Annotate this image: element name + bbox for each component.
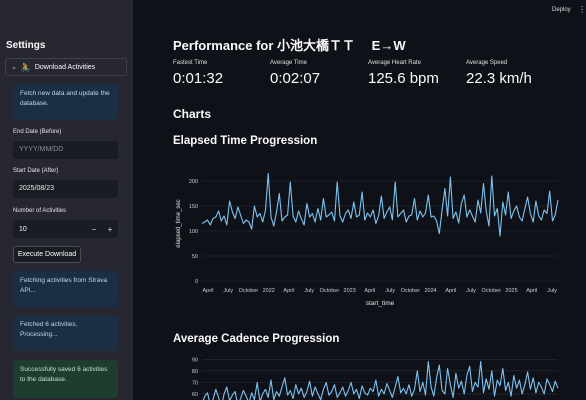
metric-value-heart-rate: 125.6 bpm [368,70,439,87]
x-tick-label: October [239,288,259,294]
metric-value-average-time: 0:02:07 [270,70,321,87]
y-tick-label: 60 [192,392,198,398]
x-tick-label: July [466,288,476,294]
info-fetch-new: Fetch new data and update the database. [13,84,118,120]
y-tick-label: 0 [195,279,198,285]
metric-label-speed: Average Speed [466,60,508,66]
x-tick-label: July [223,288,233,294]
x-tick-label: April [445,288,456,294]
metric-value-fastest: 0:01:32 [173,70,224,87]
cadence-chart[interactable]: 5060708090 [166,350,566,400]
chart1-title: Elapsed Time Progression [173,135,318,147]
charts-heading: Charts [173,107,212,121]
decrement-button[interactable]: − [91,224,97,234]
x-tick-label: 2025 [505,288,517,294]
x-tick-label: October [401,288,421,294]
y-tick-label: 90 [192,357,198,363]
x-tick-label: October [320,288,340,294]
x-tick-label: April [202,288,213,294]
y-tick-label: 50 [192,254,198,260]
start-date-label: Start Date (After) [13,168,59,174]
end-date-label: End Date (Before) [13,129,62,135]
x-tick-label: October [482,288,502,294]
num-activities-value[interactable]: 10 [19,225,27,233]
x-axis-label: start_time [366,300,395,307]
deploy-button[interactable]: Deploy [552,7,571,13]
metric-label-heart-rate: Average Heart Rate [368,60,421,66]
x-tick-label: 2024 [424,288,436,294]
y-tick-label: 100 [189,229,198,235]
metric-value-speed: 22.3 km/h [466,70,532,87]
status-saved: Successfully saved 6 activities to the d… [13,360,118,398]
status-fetching: Fetching activities from Strava API... [13,271,118,307]
page-title: Performance for 小池大橋ＴＴ E→W [173,38,406,53]
x-tick-label: July [304,288,314,294]
series-line [201,172,559,237]
chevron-down-icon: ⌄ [11,64,17,71]
num-activities-label: Number of Activities [13,208,67,214]
y-tick-label: 150 [189,204,198,210]
series-line [202,361,559,400]
y-tick-label: 70 [192,380,198,386]
cyclist-icon: 🚴 [20,62,31,72]
x-tick-label: 2022 [263,288,275,294]
expander-label: Download Activities [34,63,96,71]
elapsed-time-chart[interactable]: 0 50 100 150 200 April July October 2022 April Jul… [166,160,566,315]
metric-label-average-time: Average Time [270,60,307,66]
increment-button[interactable]: + [107,224,113,234]
x-tick-label: July [385,288,395,294]
y-tick-label: 80 [192,369,198,375]
sidebar: Settings ⌄ 🚴 Download Activities Fetch n… [0,0,133,400]
x-tick-label: July [547,288,557,294]
main-menu-icon[interactable]: ⋮ [578,5,586,14]
chart2-title: Average Cadence Progression [173,333,340,345]
num-activities-stepper: 10 − + [13,220,118,238]
x-tick-label: April [526,288,537,294]
start-date-input[interactable]: 2025/08/23 [13,180,118,198]
download-activities-expander[interactable]: ⌄ 🚴 Download Activities [5,58,127,76]
metric-label-fastest: Fastest Time [173,60,208,66]
x-tick-label: 2023 [344,288,356,294]
x-tick-label: April [283,288,294,294]
y-axis-label: elapsed_time_sec [176,199,182,247]
y-tick-label: 200 [189,179,198,185]
x-tick-label: April [364,288,375,294]
execute-download-button[interactable]: Execute Download [13,246,81,263]
status-fetched: Fetched 6 activities. Processing... [13,315,118,351]
end-date-input[interactable]: YYYY/MM/DD [13,141,118,159]
sidebar-title: Settings [6,40,46,51]
